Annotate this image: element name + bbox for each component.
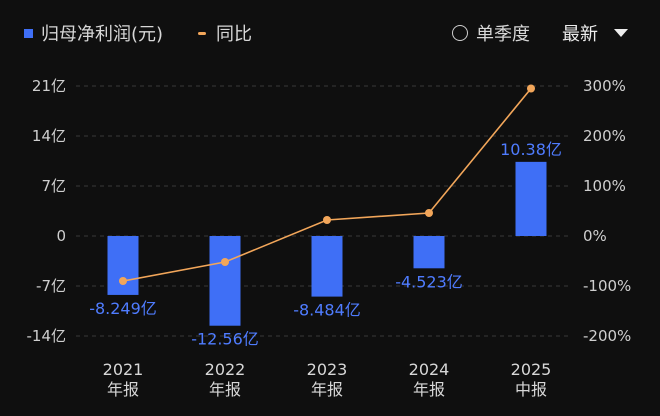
legend-item-yoy[interactable]: 同比 <box>198 20 252 46</box>
right-tick-label: 200% <box>583 127 626 145</box>
chart-header: 归母净利润(元) 同比 单季度 最新 <box>0 0 660 64</box>
left-tick-label: 7亿 <box>41 177 66 195</box>
period-select-value: 最新 <box>562 24 598 45</box>
right-tick-label: 0% <box>583 227 607 245</box>
left-tick-label: 14亿 <box>32 127 66 145</box>
bar-series <box>107 161 547 326</box>
bar-data-label: -8.249亿 <box>89 299 157 318</box>
category-year-label: 2024 <box>409 360 450 379</box>
legend-label-yoy: 同比 <box>216 24 252 45</box>
right-tick-label: 300% <box>583 77 626 95</box>
single-quarter-label: 单季度 <box>476 24 530 45</box>
bar-2021 <box>107 236 139 295</box>
right-axis-ticks: 300% 200% 100% 0% -100% -200% <box>583 77 631 345</box>
yoy-point-2022 <box>221 258 229 266</box>
category-period-label: 中报 <box>515 380 547 399</box>
yoy-point-2025 <box>527 84 535 93</box>
left-tick-label: 0 <box>56 227 66 245</box>
single-quarter-radio[interactable]: 单季度 <box>452 20 530 46</box>
right-tick-label: -200% <box>583 327 631 345</box>
bar-data-label: -8.484亿 <box>293 301 361 320</box>
yoy-point-2024 <box>425 209 433 217</box>
legend-label-net-profit: 归母净利润(元) <box>41 24 164 45</box>
bar-data-label: 10.38亿 <box>500 140 562 159</box>
chevron-down-icon[interactable] <box>614 29 628 37</box>
yoy-point-2023 <box>323 216 331 224</box>
line-series <box>119 84 535 285</box>
bar-data-label: -4.523亿 <box>395 272 463 291</box>
left-axis-ticks: 21亿 14亿 7亿 0 -7亿 -14亿 <box>27 77 67 345</box>
chart-grid <box>76 85 570 337</box>
bar-2025 <box>515 161 547 236</box>
category-year-label: 2021 <box>103 360 144 379</box>
bar-2024 <box>413 236 445 269</box>
category-year-label: 2022 <box>205 360 246 379</box>
left-tick-label: 21亿 <box>32 77 66 95</box>
category-year-label: 2023 <box>307 360 348 379</box>
category-period-label: 年报 <box>107 380 139 399</box>
right-tick-label: 100% <box>583 177 626 195</box>
period-select[interactable]: 最新 <box>562 20 628 46</box>
radio-circle-icon[interactable] <box>452 25 468 41</box>
category-period-label: 年报 <box>209 380 241 399</box>
category-period-label: 年报 <box>311 380 343 399</box>
legend-line-swatch <box>198 31 206 35</box>
left-tick-label: -14亿 <box>27 327 67 345</box>
bar-data-label: -12.56亿 <box>191 330 259 349</box>
bar-2023 <box>311 236 343 297</box>
left-tick-label: -7亿 <box>36 277 66 295</box>
right-tick-label: -100% <box>583 277 631 295</box>
legend-bar-swatch <box>24 28 33 38</box>
bar-data-labels: -8.249亿 -12.56亿 -8.484亿 -4.523亿 10.38亿 <box>89 140 562 349</box>
category-period-label: 年报 <box>413 380 445 399</box>
legend-item-net-profit[interactable]: 归母净利润(元) <box>24 20 163 46</box>
bar-2022 <box>209 236 241 326</box>
yoy-point-2021 <box>119 277 127 285</box>
category-year-label: 2025 <box>511 360 552 379</box>
